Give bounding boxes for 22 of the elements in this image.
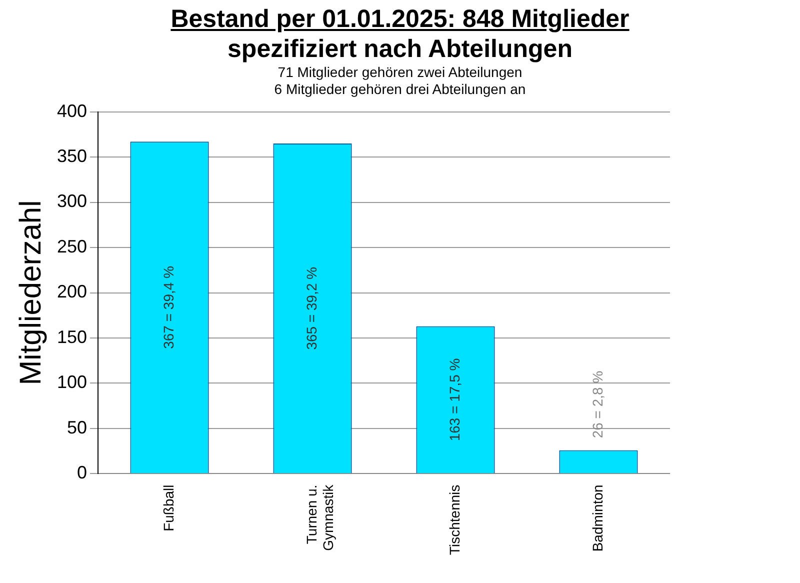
- chart-subtitle: spezifiziert nach Abteilungen: [226, 34, 574, 64]
- data-label: 163 = 17,5 %: [446, 358, 462, 442]
- y-tick-label: 400: [56, 100, 88, 121]
- x-tick-label: Turnen u. Gymnastik: [303, 484, 336, 551]
- y-tick-label: 150: [56, 326, 88, 347]
- x-tick-label: Fußball: [160, 484, 176, 532]
- y-tick-label: 100: [56, 372, 88, 392]
- y-axis-title: Mitgliederzahl: [14, 200, 48, 386]
- data-label: 365 = 39,2 %: [303, 266, 320, 350]
- text: 6 Mitglieder gehören drei Abteilungen an: [273, 81, 527, 98]
- x-tick-label: Tischtennis: [446, 484, 462, 556]
- chart-title: Bestand per 01.01.2025: 848 Mitglieder: [170, 4, 630, 34]
- y-tick-label: 0: [77, 462, 88, 483]
- data-label: 367 = 39,4 %: [160, 266, 176, 349]
- y-tick-label: 50: [67, 417, 88, 438]
- data-label: 26 = 2,8 %: [589, 370, 606, 438]
- y-tick-label: 350: [56, 146, 88, 166]
- y-tick-label: 250: [56, 236, 88, 256]
- y-tick-label: 300: [56, 191, 88, 212]
- text: 71 Mitglieder gehören zwei Abteilungen: [276, 64, 524, 81]
- y-tick-label: 200: [56, 282, 88, 302]
- x-tick-label: Badminton: [589, 484, 606, 552]
